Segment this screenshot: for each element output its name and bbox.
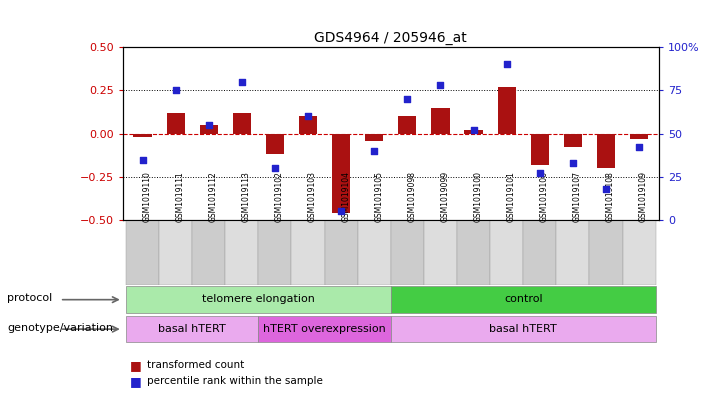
Point [402, 96, 413, 102]
Bar [557, 220, 590, 285]
Bar [531, 134, 549, 165]
Text: genotype/variation: genotype/variation [7, 323, 113, 332]
Text: protocol: protocol [7, 293, 53, 303]
Bar [498, 87, 516, 134]
Point [137, 156, 148, 163]
Text: GSM1019104: GSM1019104 [341, 171, 350, 222]
Text: ■: ■ [130, 359, 142, 372]
Text: basal hTERT: basal hTERT [158, 323, 226, 334]
Bar [292, 220, 325, 285]
Text: GSM1019112: GSM1019112 [209, 171, 218, 222]
Bar [126, 220, 159, 285]
Title: GDS4964 / 205946_at: GDS4964 / 205946_at [315, 31, 467, 45]
Bar [200, 125, 218, 134]
Bar [564, 134, 582, 147]
Point [236, 79, 247, 85]
Text: GSM1019107: GSM1019107 [573, 171, 582, 222]
Bar [225, 220, 259, 285]
Bar [391, 316, 655, 342]
Bar [630, 134, 648, 139]
Text: GSM1019106: GSM1019106 [540, 171, 549, 222]
Bar [365, 134, 383, 141]
Text: ■: ■ [130, 375, 142, 388]
Bar [133, 134, 151, 137]
Point [501, 61, 512, 68]
Point [534, 170, 545, 176]
Bar [266, 134, 284, 154]
Text: hTERT overexpression: hTERT overexpression [264, 323, 386, 334]
Point [567, 160, 578, 166]
Text: GSM1019110: GSM1019110 [142, 171, 151, 222]
Bar [299, 116, 317, 134]
Bar [431, 108, 449, 134]
Bar [126, 286, 391, 313]
Bar [167, 113, 185, 134]
Bar [465, 130, 483, 134]
Point [302, 113, 313, 119]
Point [336, 208, 347, 215]
Bar [391, 286, 655, 313]
Point [600, 186, 611, 192]
Bar [490, 220, 523, 285]
Text: transformed count: transformed count [147, 360, 245, 371]
Point [634, 144, 645, 151]
Bar [332, 134, 350, 213]
Bar [398, 116, 416, 134]
Point [369, 148, 380, 154]
Text: telomere elongation: telomere elongation [202, 294, 315, 304]
Text: basal hTERT: basal hTERT [489, 323, 557, 334]
Point [203, 122, 215, 128]
Point [269, 165, 280, 171]
Bar [259, 316, 391, 342]
Text: control: control [504, 294, 543, 304]
Text: GSM1019111: GSM1019111 [176, 171, 184, 222]
Point [170, 87, 182, 94]
Bar [325, 220, 358, 285]
Text: GSM1019100: GSM1019100 [474, 171, 482, 222]
Bar [424, 220, 457, 285]
Bar [259, 220, 292, 285]
Text: percentile rank within the sample: percentile rank within the sample [147, 376, 323, 386]
Text: GSM1019101: GSM1019101 [507, 171, 516, 222]
Text: GSM1019109: GSM1019109 [639, 171, 648, 222]
Bar [126, 316, 259, 342]
Bar [590, 220, 622, 285]
Bar [159, 220, 192, 285]
Text: GSM1019098: GSM1019098 [407, 171, 416, 222]
Bar [523, 220, 557, 285]
Bar [597, 134, 615, 168]
Bar [358, 220, 391, 285]
Text: GSM1019105: GSM1019105 [374, 171, 383, 222]
Text: GSM1019103: GSM1019103 [308, 171, 317, 222]
Bar [233, 113, 251, 134]
Point [468, 127, 479, 133]
Bar [622, 220, 655, 285]
Text: GSM1019113: GSM1019113 [242, 171, 251, 222]
Point [435, 82, 446, 88]
Text: GSM1019108: GSM1019108 [606, 171, 615, 222]
Bar [457, 220, 490, 285]
Bar [192, 220, 225, 285]
Bar [391, 220, 424, 285]
Text: GSM1019099: GSM1019099 [440, 171, 449, 222]
Text: GSM1019102: GSM1019102 [275, 171, 284, 222]
